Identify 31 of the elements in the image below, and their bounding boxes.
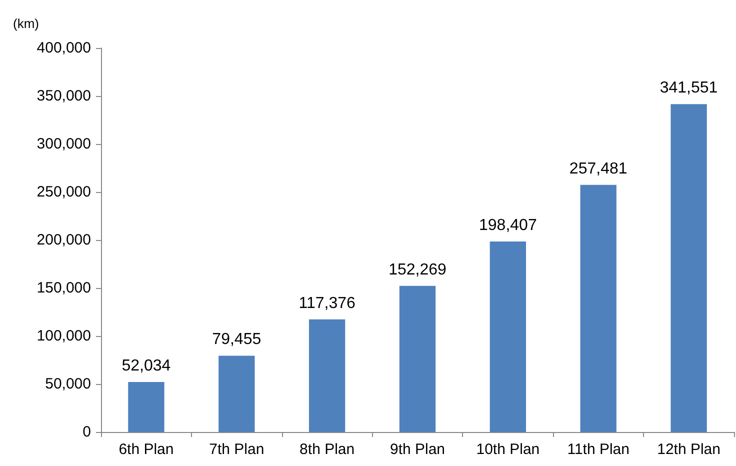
data-label: 79,455: [212, 331, 262, 348]
data-label: 117,376: [298, 294, 356, 312]
data-label: 52,034: [122, 358, 171, 375]
bar: [670, 104, 707, 432]
y-tick-label: 50,000: [45, 376, 91, 392]
bar: [218, 356, 255, 432]
bar: [308, 319, 346, 432]
y-tick-label: 400,000: [36, 40, 91, 56]
x-tick-label: 9th Plan: [390, 441, 446, 458]
data-label: 341,551: [660, 80, 718, 97]
x-tick-label: 7th Plan: [209, 441, 264, 458]
bar: [128, 382, 164, 432]
y-axis-title: (km): [13, 16, 39, 31]
bar: [399, 286, 436, 432]
y-tick-label: 150,000: [36, 280, 91, 296]
data-label: 198,407: [479, 217, 537, 234]
bar: [580, 184, 616, 432]
y-tick-label: 100,000: [36, 328, 91, 344]
x-tick-label: 12th Plan: [657, 441, 720, 458]
x-tick-label: 11th Plan: [567, 441, 630, 458]
bar: [490, 242, 526, 432]
y-tick-label: 0: [82, 424, 91, 440]
y-tick-label: 350,000: [36, 88, 91, 104]
y-tick-label: 250,000: [36, 184, 91, 200]
x-tick-label: 6th Plan: [118, 441, 174, 458]
x-tick-label: 8th Plan: [300, 441, 355, 458]
y-tick-label: 300,000: [36, 136, 91, 152]
x-tick-label: 10th Plan: [476, 441, 540, 458]
data-label: 257,481: [569, 160, 628, 178]
data-label: 152,269: [388, 261, 447, 278]
y-tick-label: 200,000: [36, 232, 91, 248]
